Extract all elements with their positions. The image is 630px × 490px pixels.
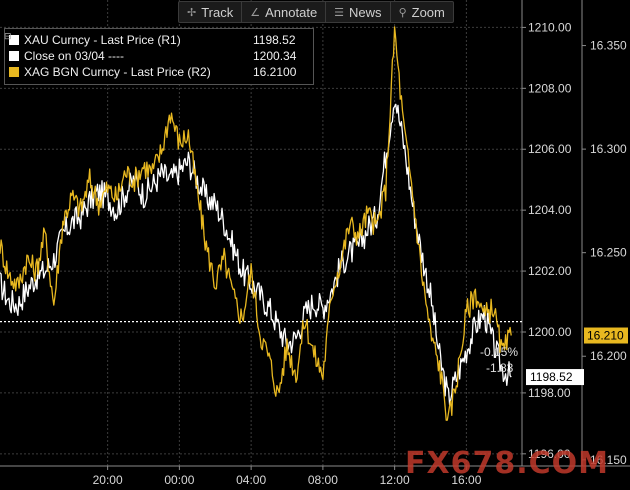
y2-tick-label-0: 16.150 xyxy=(590,453,627,467)
y1-tick-label-0: 1196.00 xyxy=(528,447,571,461)
y1-tick-label-5: 1206.00 xyxy=(528,142,572,156)
legend-row-xau: XAU Curncy - Last Price (R1) 1198.52 xyxy=(9,32,309,48)
annotate-button[interactable]: ∠ Annotate xyxy=(242,2,327,22)
y1-tick-label-1: 1198.00 xyxy=(528,386,571,400)
x-tick-label-1: 00:00 xyxy=(164,473,194,487)
news-label: News xyxy=(349,4,382,20)
y2-tick-label-4: 16.350 xyxy=(590,39,627,53)
legend-swatch-close xyxy=(9,51,19,61)
xau-last-tag: 1198.52 xyxy=(530,370,573,384)
news-button[interactable]: ☰ News xyxy=(326,2,391,22)
legend-value-xau: 1198.52 xyxy=(253,33,296,47)
y2-tick-label-2: 16.250 xyxy=(590,246,627,260)
y1-tick-label-2: 1200.00 xyxy=(528,325,572,339)
pencil-icon: ∠ xyxy=(250,6,261,19)
legend-name-xau: XAU Curncy - Last Price (R1) xyxy=(24,33,181,47)
track-label: Track xyxy=(201,4,234,20)
change-percent-label: -0.15% xyxy=(480,345,518,359)
legend-row-close: Close on 03/04 ---- 1200.34 xyxy=(9,48,309,64)
x-tick-label-3: 08:00 xyxy=(308,473,338,487)
plus-arrows-icon: ✢ xyxy=(187,6,197,19)
y1-tick-label-7: 1210.00 xyxy=(528,20,572,34)
legend-swatch-xag xyxy=(9,67,19,77)
y2-tick-label-3: 16.300 xyxy=(590,142,627,156)
annotate-label: Annotate xyxy=(265,4,318,20)
legend-row-xag: XAG BGN Curncy - Last Price (R2) 16.2100 xyxy=(9,64,309,80)
zoom-label: Zoom xyxy=(411,4,445,20)
legend-value-close: 1200.34 xyxy=(253,49,297,63)
legend-name-close: Close on 03/04 ---- xyxy=(24,49,125,63)
xag-last-tag: 16.210 xyxy=(587,329,624,343)
y1-tick-label-3: 1202.00 xyxy=(528,264,572,278)
track-button[interactable]: ✢ Track xyxy=(179,2,243,22)
change-value-label: -1.83 xyxy=(486,361,514,375)
collapse-icon[interactable]: ⊟ xyxy=(4,31,12,41)
legend-name-xag: XAG BGN Curncy - Last Price (R2) xyxy=(24,65,211,79)
chart-legend[interactable]: ⊟ XAU Curncy - Last Price (R1) 1198.52 C… xyxy=(4,28,314,85)
y1-tick-label-6: 1208.00 xyxy=(528,81,572,95)
news-icon: ☰ xyxy=(334,6,345,19)
x-tick-label-2: 04:00 xyxy=(236,473,266,487)
zoom-button[interactable]: ⚲ Zoom xyxy=(391,2,453,22)
xag-last-tag-bg xyxy=(584,327,628,344)
y2-tick-label-1: 16.200 xyxy=(590,349,627,363)
legend-swatch-xau xyxy=(9,35,19,45)
x-tick-label-0: 20:00 xyxy=(93,473,123,487)
xau-last-tag-bg xyxy=(526,369,584,386)
chart-toolbar: ✢ Track ∠ Annotate ☰ News ⚲ Zoom xyxy=(178,1,454,23)
magnifier-icon: ⚲ xyxy=(398,6,407,19)
watermark-logo: FX678.COM xyxy=(405,446,610,481)
x-tick-label-4: 12:00 xyxy=(380,473,410,487)
y1-tick-label-4: 1204.00 xyxy=(528,203,572,217)
x-tick-label-5: 16:00 xyxy=(451,473,481,487)
series-line-1 xyxy=(0,26,512,421)
legend-value-xag: 16.2100 xyxy=(253,65,297,79)
